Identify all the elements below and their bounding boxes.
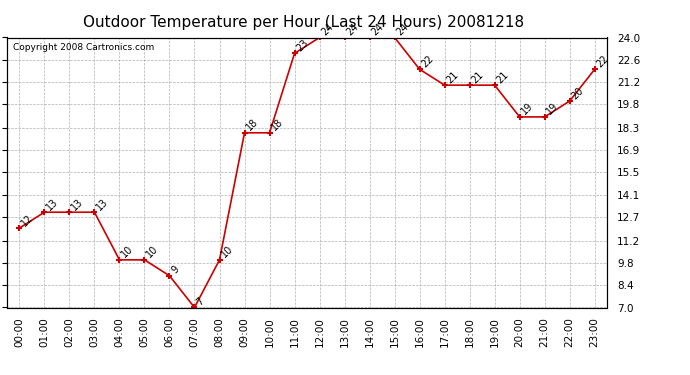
Text: 10: 10	[119, 244, 135, 260]
Text: 21: 21	[495, 69, 511, 85]
Text: 22: 22	[420, 53, 435, 69]
Text: 19: 19	[544, 101, 560, 117]
Text: 20: 20	[570, 85, 586, 101]
Text: 10: 10	[144, 244, 160, 260]
Text: 21: 21	[470, 69, 486, 85]
Text: 24: 24	[370, 22, 386, 38]
Text: 13: 13	[95, 196, 110, 212]
Text: 13: 13	[70, 196, 85, 212]
Text: 9: 9	[170, 264, 181, 276]
Text: 18: 18	[270, 117, 285, 133]
Text: 24: 24	[344, 22, 360, 38]
Text: 19: 19	[520, 101, 535, 117]
Text: Copyright 2008 Cartronics.com: Copyright 2008 Cartronics.com	[13, 43, 154, 52]
Text: 12: 12	[19, 212, 35, 228]
Text: 21: 21	[444, 69, 460, 85]
Text: 13: 13	[44, 196, 60, 212]
Text: 23: 23	[295, 38, 310, 53]
Text: 18: 18	[244, 117, 260, 133]
Text: 24: 24	[395, 22, 411, 38]
Text: 10: 10	[219, 244, 235, 260]
Text: 7: 7	[195, 296, 206, 307]
Text: 22: 22	[595, 53, 611, 69]
Text: 24: 24	[319, 22, 335, 38]
Text: Outdoor Temperature per Hour (Last 24 Hours) 20081218: Outdoor Temperature per Hour (Last 24 Ho…	[83, 15, 524, 30]
